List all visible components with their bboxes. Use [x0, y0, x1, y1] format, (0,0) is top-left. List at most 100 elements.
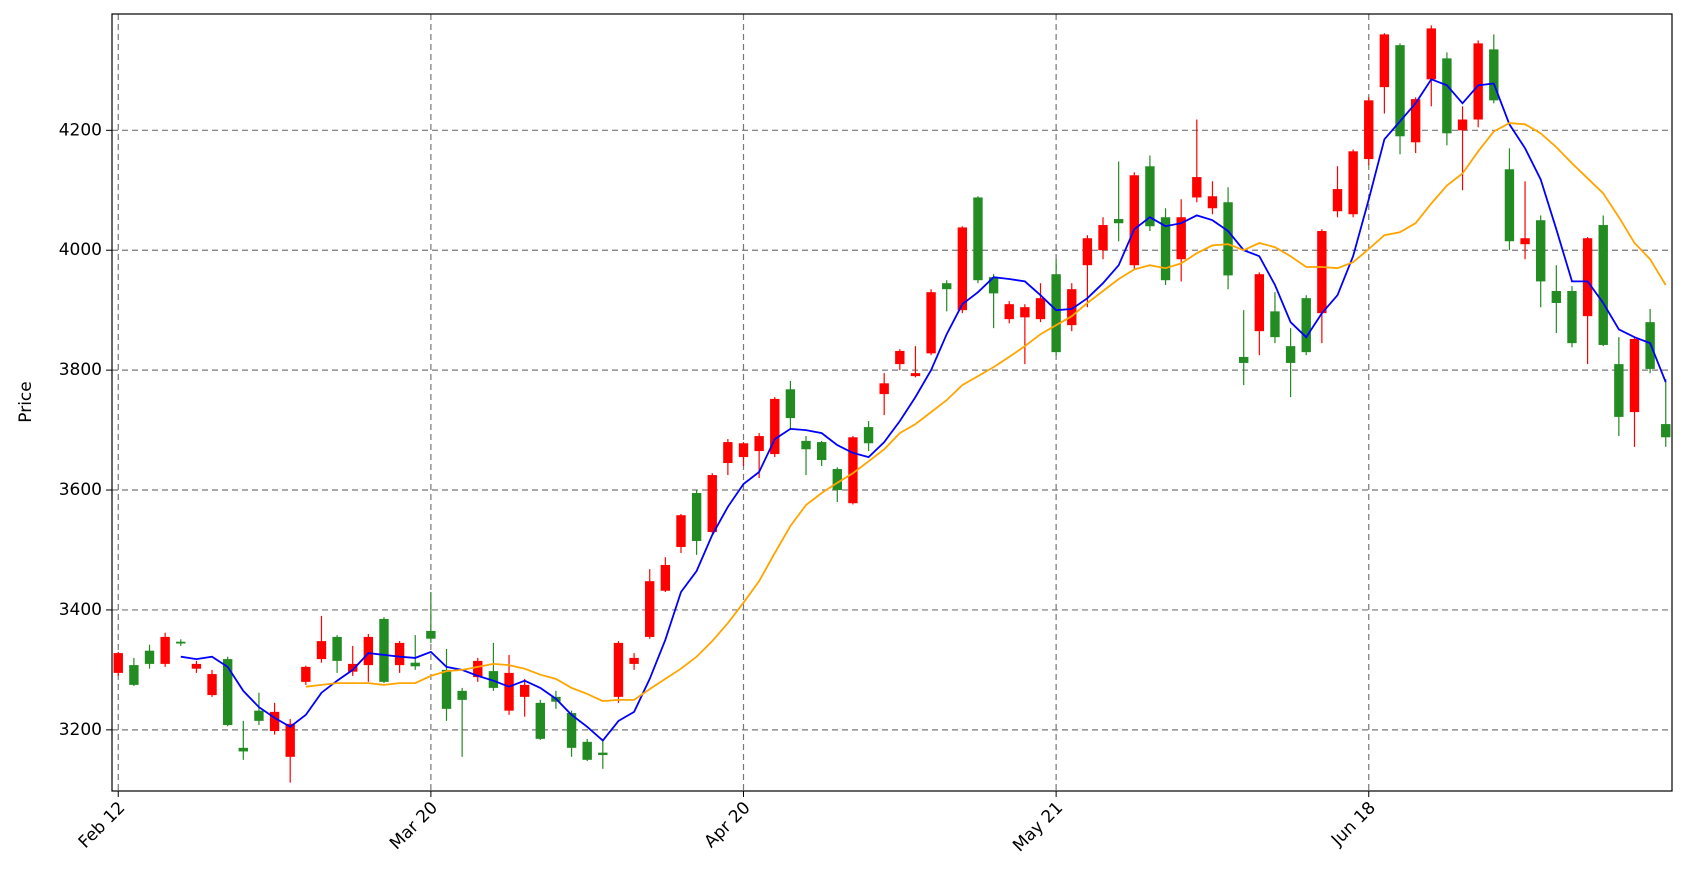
candle-body — [785, 389, 796, 419]
candle-body — [269, 711, 280, 732]
candle-body — [1661, 424, 1671, 438]
candle-body — [254, 710, 264, 721]
candle-body — [1395, 45, 1405, 137]
candle-body — [848, 437, 858, 504]
candle-body — [301, 666, 311, 682]
candle-body — [1254, 274, 1265, 332]
candle-body — [1536, 220, 1546, 282]
candle-body — [942, 283, 952, 290]
candle-body — [426, 630, 436, 639]
candle-body — [1426, 28, 1436, 80]
candle-body — [816, 442, 827, 461]
y-axis-label: Price — [16, 381, 36, 422]
candle-body — [191, 663, 202, 669]
candle-body — [1629, 338, 1640, 413]
plot-frame — [111, 13, 1673, 792]
candle-body — [988, 277, 999, 294]
candle-body — [473, 660, 483, 678]
candle-body — [1207, 196, 1218, 209]
x-tick-label: Apr 20 — [701, 798, 755, 852]
candle-body — [1473, 43, 1483, 120]
candle-body — [363, 636, 374, 666]
candle-body — [1551, 290, 1562, 303]
candle-body — [1582, 238, 1593, 317]
candle-body — [1348, 151, 1358, 215]
candle-body — [504, 672, 514, 711]
y-tick-label: 3200 — [59, 720, 102, 740]
candle-body — [1332, 189, 1343, 212]
candle-body — [1239, 356, 1249, 363]
x-tick-label: Mar 20 — [386, 798, 442, 854]
candle-body — [1035, 298, 1046, 320]
x-tick-label: Feb 12 — [75, 798, 130, 853]
candle-body — [176, 641, 186, 644]
candle-body — [348, 663, 358, 672]
candle-body — [1098, 225, 1108, 251]
candle-body — [1145, 166, 1155, 227]
candle-body — [676, 515, 686, 547]
candle-body — [113, 653, 123, 673]
candle-body — [566, 713, 577, 748]
candle-body — [1270, 311, 1280, 338]
candle-body — [332, 636, 342, 661]
candle-body — [441, 669, 452, 709]
line-series — [305, 122, 1667, 703]
candle-body — [801, 440, 811, 450]
candle-body — [738, 443, 749, 458]
x-tick-label: Jun 18 — [1327, 798, 1380, 851]
candle-body — [1176, 217, 1186, 260]
y-tick-label: 3600 — [59, 480, 102, 500]
y-tick-label: 3800 — [59, 360, 102, 380]
candle-body — [691, 493, 702, 541]
y-tick-label: 4200 — [59, 120, 102, 140]
y-tick-label: 4000 — [59, 240, 102, 260]
candle-body — [238, 747, 248, 752]
candle-body — [457, 690, 467, 700]
candle-body — [160, 636, 170, 664]
candle-body — [144, 650, 155, 664]
candle-body — [832, 469, 842, 491]
candle-body — [707, 475, 717, 532]
line-series — [180, 78, 1667, 742]
candle-body — [379, 618, 389, 682]
candle-body — [1364, 100, 1374, 160]
candle-body — [863, 427, 874, 444]
candle-body — [598, 752, 608, 756]
candle-body — [1504, 169, 1515, 242]
candle-body — [1285, 346, 1296, 363]
candle-body — [1614, 364, 1624, 417]
candle-body — [613, 642, 624, 697]
candle-body — [1301, 298, 1311, 353]
candle-body — [754, 436, 764, 452]
candle-body — [1567, 290, 1577, 344]
candle-body — [129, 665, 139, 685]
candle-body — [519, 684, 530, 697]
candle-body — [316, 641, 327, 660]
candle-body — [410, 662, 420, 667]
candle-body — [207, 674, 217, 696]
candle-body — [488, 671, 499, 688]
candle-body — [957, 227, 968, 311]
candle-body — [1457, 119, 1468, 131]
candle-body — [910, 373, 921, 377]
candle-body — [629, 657, 639, 664]
candle-body — [660, 564, 671, 591]
candle-body — [285, 723, 295, 757]
y-tick-label: 3400 — [59, 600, 102, 620]
candle-body — [1113, 219, 1124, 224]
candle-body — [1192, 177, 1202, 198]
candle-body — [926, 292, 936, 354]
candle-body — [895, 350, 905, 365]
candle-body — [1442, 58, 1452, 134]
candle-body — [1410, 99, 1421, 143]
candle-body — [1020, 307, 1030, 318]
x-tick-label: May 21 — [1009, 798, 1067, 856]
candle-body — [1160, 217, 1171, 281]
candle-body — [1051, 274, 1061, 353]
candle-body — [723, 442, 733, 464]
candle-body — [645, 581, 655, 637]
candle-body — [222, 659, 233, 726]
candle-body — [879, 383, 889, 395]
candle-body — [1129, 175, 1139, 266]
